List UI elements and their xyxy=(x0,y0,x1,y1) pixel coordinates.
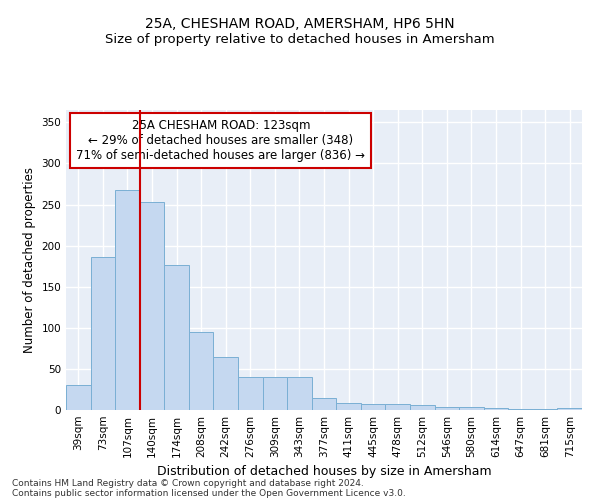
Y-axis label: Number of detached properties: Number of detached properties xyxy=(23,167,36,353)
Bar xyxy=(385,404,410,410)
Bar xyxy=(557,408,582,410)
Text: 25A, CHESHAM ROAD, AMERSHAM, HP6 5HN: 25A, CHESHAM ROAD, AMERSHAM, HP6 5HN xyxy=(145,18,455,32)
Bar xyxy=(263,377,287,410)
Bar xyxy=(140,202,164,410)
Bar xyxy=(434,406,459,410)
Text: Size of property relative to detached houses in Amersham: Size of property relative to detached ho… xyxy=(105,32,495,46)
Bar xyxy=(484,408,508,410)
Text: 25A CHESHAM ROAD: 123sqm
← 29% of detached houses are smaller (348)
71% of semi-: 25A CHESHAM ROAD: 123sqm ← 29% of detach… xyxy=(76,119,365,162)
Bar xyxy=(66,386,91,410)
Bar xyxy=(312,398,336,410)
Bar xyxy=(287,377,312,410)
X-axis label: Distribution of detached houses by size in Amersham: Distribution of detached houses by size … xyxy=(157,466,491,478)
Text: Contains HM Land Registry data © Crown copyright and database right 2024.: Contains HM Land Registry data © Crown c… xyxy=(12,478,364,488)
Text: Contains public sector information licensed under the Open Government Licence v3: Contains public sector information licen… xyxy=(12,488,406,498)
Bar xyxy=(238,377,263,410)
Bar xyxy=(533,409,557,410)
Bar xyxy=(459,406,484,410)
Bar xyxy=(508,409,533,410)
Bar xyxy=(214,356,238,410)
Bar xyxy=(336,402,361,410)
Bar xyxy=(189,332,214,410)
Bar xyxy=(91,257,115,410)
Bar xyxy=(361,404,385,410)
Bar xyxy=(410,405,434,410)
Bar xyxy=(164,264,189,410)
Bar xyxy=(115,190,140,410)
